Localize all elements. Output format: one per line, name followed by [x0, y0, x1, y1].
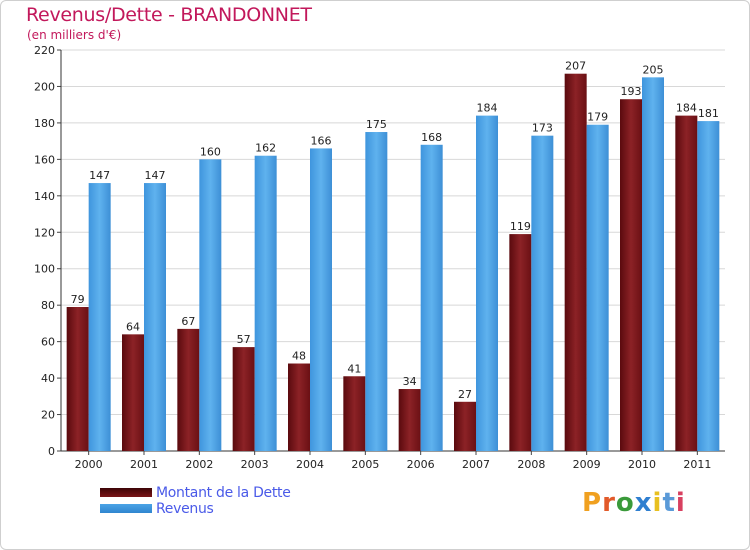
data-label-dette: 67: [181, 315, 195, 328]
x-tick-label: 2002: [185, 458, 213, 471]
data-label-dette: 79: [71, 293, 85, 306]
legend-label-dette: Montant de la Dette: [156, 485, 291, 501]
legend-swatch-dette: [100, 488, 152, 497]
bar-dette: [66, 307, 89, 451]
y-tick-label: 200: [34, 80, 55, 93]
x-tick-label: 2010: [628, 458, 656, 471]
x-tick-label: 2011: [683, 458, 711, 471]
x-tick-label: 2003: [241, 458, 269, 471]
bar-dette: [564, 73, 587, 451]
bar-dette: [343, 376, 366, 451]
data-label-revenus: 184: [477, 102, 498, 115]
bar-dette: [675, 115, 698, 452]
bar-dette: [177, 328, 200, 451]
y-tick-label: 140: [34, 190, 55, 203]
data-label-revenus: 179: [587, 111, 608, 124]
legend-label-revenus: Revenus: [156, 501, 214, 517]
bar-revenus: [199, 159, 222, 451]
x-tick-label: 2009: [573, 458, 601, 471]
data-label-revenus: 175: [366, 118, 387, 131]
data-label-revenus: 147: [145, 169, 166, 182]
x-tick-label: 2008: [517, 458, 545, 471]
data-label-dette: 41: [347, 362, 361, 375]
data-label-revenus: 173: [532, 122, 553, 135]
data-label-revenus: 205: [643, 63, 664, 76]
x-tick-label: 2005: [351, 458, 379, 471]
chart-title: Revenus/Dette - BRANDONNET: [26, 4, 312, 26]
legend-swatch-revenus: [100, 504, 152, 513]
data-label-dette: 48: [292, 350, 306, 363]
data-label-revenus: 147: [89, 169, 110, 182]
bar-revenus: [586, 124, 609, 452]
bar-dette: [232, 347, 255, 451]
data-label-revenus: 168: [421, 131, 442, 144]
bar-revenus: [642, 77, 664, 451]
bar-revenus: [310, 148, 332, 451]
data-label-revenus: 166: [311, 134, 332, 147]
data-label-revenus: 162: [255, 142, 276, 155]
bar-revenus: [420, 144, 443, 452]
bar-dette: [122, 334, 144, 451]
y-tick-label: 20: [41, 409, 55, 422]
bar-revenus: [476, 115, 498, 452]
x-tick-label: 2004: [296, 458, 324, 471]
bar-dette: [454, 401, 476, 451]
y-tick-label: 60: [41, 336, 55, 349]
chart-subtitle: (en milliers d'€): [27, 28, 122, 42]
proxiti-logo: Proxiti: [582, 488, 686, 518]
y-tick-label: 160: [34, 153, 55, 166]
data-label-dette: 57: [237, 333, 251, 346]
y-tick-label: 80: [41, 299, 55, 312]
bar-revenus: [88, 183, 111, 452]
y-tick-label: 180: [34, 117, 55, 130]
bar-revenus: [531, 135, 554, 451]
bar-revenus: [365, 132, 388, 452]
data-label-dette: 207: [565, 60, 586, 73]
data-label-dette: 119: [510, 220, 531, 233]
data-label-revenus: 181: [698, 107, 719, 120]
bar-revenus: [697, 121, 720, 451]
x-tick-label: 2006: [407, 458, 435, 471]
data-label-dette: 27: [458, 388, 472, 401]
bar-revenus: [144, 183, 166, 452]
data-label-revenus: 160: [200, 145, 221, 158]
y-tick-label: 120: [34, 226, 55, 239]
bar-dette: [288, 363, 310, 451]
y-tick-label: 220: [34, 44, 55, 57]
bar-revenus: [254, 155, 277, 451]
x-tick-label: 2000: [75, 458, 103, 471]
bar-dette: [509, 234, 532, 451]
bar-dette: [398, 389, 421, 451]
y-tick-label: 100: [34, 263, 55, 276]
bar-dette: [620, 99, 642, 452]
y-tick-label: 0: [48, 445, 55, 458]
x-tick-label: 2001: [130, 458, 158, 471]
data-label-dette: 64: [126, 320, 140, 333]
y-tick-label: 40: [41, 372, 55, 385]
x-tick-label: 2007: [462, 458, 490, 471]
data-label-dette: 34: [403, 375, 417, 388]
data-label-dette: 184: [676, 102, 697, 115]
data-label-dette: 193: [621, 85, 642, 98]
